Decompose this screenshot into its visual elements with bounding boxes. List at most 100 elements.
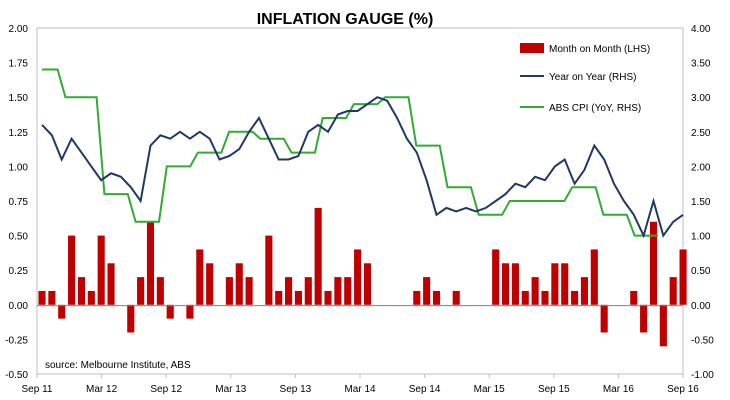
x-tick-label: Sep 13 bbox=[280, 384, 312, 395]
right-tick-label: -0.50 bbox=[691, 335, 714, 346]
left-tick-label: 1.75 bbox=[9, 59, 29, 70]
mom-bar bbox=[413, 290, 421, 305]
abs-cpi-line bbox=[42, 68, 658, 237]
mom-bar bbox=[38, 290, 46, 305]
mom-bar bbox=[245, 277, 253, 305]
mom-bar bbox=[531, 277, 539, 305]
x-axis-ticks: Sep 11 Mar 12 Sep 12 Mar 13 Sep 13 Mar 14 Sep … bbox=[22, 374, 699, 395]
year-on-year-line bbox=[41, 96, 684, 239]
right-tick-label: 3.00 bbox=[691, 93, 711, 104]
mom-bar bbox=[206, 263, 214, 305]
mom-bar bbox=[640, 304, 648, 333]
mom-bar bbox=[97, 235, 105, 305]
mom-bar bbox=[432, 290, 441, 305]
chart-title: INFLATION GAUGE (%) bbox=[257, 11, 434, 28]
mom-bar bbox=[314, 207, 322, 305]
mom-bar bbox=[561, 263, 569, 305]
mom-bar bbox=[571, 290, 579, 305]
mom-bar bbox=[551, 263, 559, 305]
mom-bar bbox=[521, 290, 529, 305]
mom-bar bbox=[87, 290, 95, 305]
mom-bar bbox=[649, 221, 658, 305]
mom-bar bbox=[107, 263, 115, 305]
left-tick-label: 1.50 bbox=[9, 93, 29, 104]
right-tick-label: 0.50 bbox=[691, 266, 711, 277]
legend-label-year-on-year: Year on Year (RHS) bbox=[549, 72, 636, 83]
x-tick-label: Sep 14 bbox=[409, 384, 441, 395]
mom-bar bbox=[669, 277, 677, 305]
x-tick-label: Mar 16 bbox=[603, 384, 635, 395]
x-tick-label: Sep 16 bbox=[667, 384, 699, 395]
legend-swatch-month-on-month bbox=[520, 43, 544, 53]
x-tick-label: Mar 14 bbox=[344, 384, 376, 395]
mom-bar bbox=[501, 263, 510, 305]
month-on-month-bars bbox=[38, 207, 687, 347]
mom-bar bbox=[77, 277, 86, 305]
mom-bar bbox=[541, 290, 549, 305]
left-tick-label: 0.50 bbox=[9, 232, 29, 243]
mom-bar bbox=[235, 263, 243, 305]
mom-bar bbox=[196, 249, 204, 305]
x-tick-label: Sep 12 bbox=[150, 384, 182, 395]
mom-bar bbox=[304, 277, 312, 305]
left-tick-label: 0.25 bbox=[9, 266, 29, 277]
x-tick-label: Mar 15 bbox=[474, 384, 506, 395]
x-tick-label: Sep 15 bbox=[538, 384, 570, 395]
mom-bar bbox=[285, 277, 293, 305]
x-tick-label: Mar 13 bbox=[215, 384, 247, 395]
left-tick-label: 0.75 bbox=[9, 197, 29, 208]
right-tick-label: 1.00 bbox=[691, 232, 711, 243]
legend-label-abs-cpi: ABS CPI (YoY, RHS) bbox=[549, 103, 641, 114]
x-tick-label: Mar 12 bbox=[86, 384, 118, 395]
right-tick-label: 0.00 bbox=[691, 301, 711, 312]
mom-bar bbox=[344, 277, 352, 305]
right-tick-label: 2.00 bbox=[691, 162, 711, 173]
mom-bar bbox=[146, 221, 155, 305]
left-tick-label: 0.00 bbox=[9, 301, 29, 312]
right-tick-label: -1.00 bbox=[691, 370, 714, 381]
right-tick-label: 4.00 bbox=[691, 24, 711, 35]
mom-bar bbox=[452, 290, 460, 305]
mom-bar bbox=[48, 290, 56, 305]
mom-bar bbox=[659, 304, 667, 347]
legend: Month on Month (LHS) Year on Year (RHS) … bbox=[520, 43, 650, 114]
mom-bar bbox=[354, 249, 362, 305]
mom-bar bbox=[275, 290, 283, 305]
mom-bar bbox=[423, 277, 431, 305]
x-tick-label: Sep 11 bbox=[22, 384, 53, 395]
left-tick-label: -0.25 bbox=[5, 335, 28, 346]
right-tick-label: 2.50 bbox=[691, 128, 711, 139]
mom-bar bbox=[166, 304, 174, 319]
mom-bar bbox=[363, 263, 372, 305]
mom-bar bbox=[590, 249, 598, 305]
source-note: source: Melbourne Institute, ABS bbox=[45, 360, 191, 371]
mom-bar bbox=[58, 304, 66, 319]
mom-bar bbox=[294, 290, 302, 305]
left-tick-label: 1.25 bbox=[9, 128, 29, 139]
right-axis-ticks: -1.00 -0.50 0.00 0.50 1.00 1.50 2.00 2.50 3.00 3.… bbox=[691, 24, 714, 381]
right-tick-label: 3.50 bbox=[691, 59, 711, 70]
mom-bar bbox=[156, 277, 164, 305]
mom-bar bbox=[137, 277, 145, 305]
mom-bar bbox=[580, 277, 588, 305]
mom-bar bbox=[679, 249, 687, 305]
mom-bar bbox=[127, 304, 135, 333]
left-axis-ticks: -0.50 -0.25 0.00 0.25 0.50 0.75 1.00 1.25 1.50 1.… bbox=[5, 24, 28, 381]
mom-bar bbox=[186, 304, 194, 319]
right-tick-label: 1.50 bbox=[691, 197, 711, 208]
legend-label-month-on-month: Month on Month (LHS) bbox=[549, 44, 650, 55]
mom-bar bbox=[600, 304, 608, 333]
left-tick-label: 2.00 bbox=[9, 24, 29, 35]
mom-bar bbox=[511, 263, 519, 305]
left-tick-label: 1.00 bbox=[9, 162, 29, 173]
mom-bar bbox=[68, 235, 76, 305]
mom-bar bbox=[630, 290, 638, 305]
mom-bar bbox=[334, 277, 342, 305]
mom-bar bbox=[265, 235, 273, 305]
mom-bar bbox=[225, 277, 233, 305]
left-tick-label: -0.50 bbox=[5, 370, 28, 381]
mom-bar bbox=[492, 249, 500, 305]
mom-bar bbox=[324, 290, 332, 305]
